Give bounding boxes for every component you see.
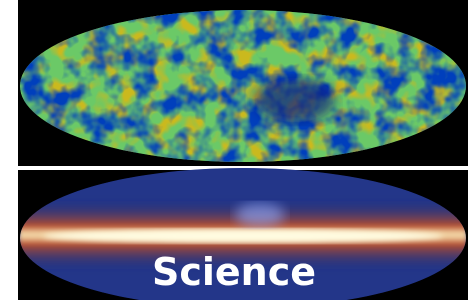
caption: Science (0, 250, 468, 294)
image-panel: Science (0, 0, 468, 300)
